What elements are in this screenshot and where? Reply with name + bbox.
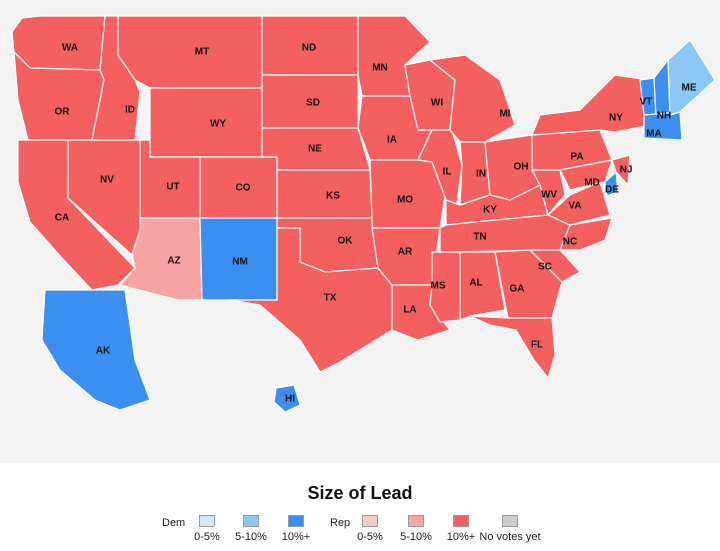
- state-label-vt: VT: [640, 97, 653, 108]
- state-tx[interactable]: [229, 227, 393, 373]
- swatch-label-rep-0-5: 0-5%: [357, 531, 383, 543]
- state-label-il: IL: [443, 167, 452, 178]
- state-label-wv: WV: [541, 190, 557, 201]
- state-ma[interactable]: [643, 111, 683, 141]
- state-label-la: LA: [403, 305, 416, 316]
- state-label-wi: WI: [431, 98, 443, 109]
- swatch-dem-10-plus: [288, 515, 304, 527]
- state-ks[interactable]: [276, 169, 373, 219]
- swatch-rep-10-plus: [453, 515, 469, 527]
- state-ga[interactable]: [494, 249, 563, 319]
- state-label-me: ME: [682, 83, 697, 94]
- state-al[interactable]: [459, 251, 506, 321]
- state-label-oh: OH: [514, 162, 529, 173]
- state-ny[interactable]: [531, 74, 651, 136]
- state-label-tn: TN: [473, 232, 486, 243]
- state-label-nm: NM: [232, 257, 248, 268]
- state-label-wy: WY: [210, 119, 226, 130]
- state-mt[interactable]: [117, 15, 263, 89]
- swatch-label-no-votes: No votes yet: [479, 531, 541, 543]
- state-label-nv: NV: [100, 175, 114, 186]
- state-wy[interactable]: [149, 87, 263, 158]
- state-label-ms: MS: [431, 281, 446, 292]
- state-label-nd: ND: [302, 43, 316, 54]
- us-map: WA OR CA NV ID MT WY UT AZ CO NM ND SD NE KS OK TX MN IA MO…: [11, 15, 716, 413]
- state-label-md: MD: [584, 178, 600, 189]
- state-label-mn: MN: [372, 63, 388, 74]
- state-label-ia: IA: [387, 135, 397, 146]
- state-label-va: VA: [568, 201, 581, 212]
- state-label-ny: NY: [609, 113, 623, 124]
- swatch-rep-0-5: [362, 515, 378, 527]
- state-de[interactable]: [604, 171, 619, 197]
- state-label-co: CO: [236, 183, 251, 194]
- swatch-dem-5-10: [243, 515, 259, 527]
- state-label-tx: TX: [324, 293, 337, 304]
- swatch-no-votes: [502, 515, 518, 527]
- legend-group-rep: Rep: [330, 517, 351, 529]
- state-label-de: DE: [605, 185, 619, 196]
- state-label-sd: SD: [306, 98, 320, 109]
- state-label-in: IN: [476, 169, 486, 180]
- state-fl[interactable]: [469, 315, 556, 379]
- state-label-nc: NC: [563, 237, 577, 248]
- state-label-al: AL: [469, 278, 482, 289]
- state-label-mt: MT: [195, 47, 209, 58]
- state-ak[interactable]: [41, 289, 151, 411]
- state-label-pa: PA: [570, 152, 583, 163]
- state-label-sc: SC: [538, 262, 552, 273]
- state-label-ga: GA: [510, 284, 525, 295]
- swatch-label-dem-5-10: 5-10%: [235, 531, 267, 543]
- state-label-az: AZ: [167, 256, 180, 267]
- state-hi[interactable]: [273, 384, 301, 413]
- map-panel: WA OR CA NV ID MT WY UT AZ CO NM ND SD NE KS OK TX MN IA MO…: [0, 0, 720, 463]
- state-label-ok: OK: [338, 236, 354, 247]
- state-label-ks: KS: [326, 191, 340, 202]
- state-label-ak: AK: [96, 346, 111, 357]
- state-label-mi: MI: [499, 109, 510, 120]
- state-label-ky: KY: [483, 205, 497, 216]
- state-label-id: ID: [125, 105, 135, 116]
- swatch-dem-0-5: [199, 515, 215, 527]
- state-va[interactable]: [547, 181, 611, 226]
- swatch-label-dem-0-5: 0-5%: [194, 531, 220, 543]
- state-label-wa: WA: [62, 43, 78, 54]
- state-label-ca: CA: [55, 213, 69, 224]
- legend-group-dem: Dem: [162, 517, 186, 529]
- state-label-mo: MO: [397, 195, 413, 206]
- legend-title: Size of Lead: [307, 483, 413, 503]
- legend: Size of Lead Dem 0-5% 5-10% 10%+ Rep 0-5…: [0, 463, 720, 551]
- state-label-ne: NE: [308, 144, 322, 155]
- state-label-hi: HI: [285, 394, 295, 405]
- state-label-or: OR: [55, 107, 71, 118]
- swatch-label-rep-5-10: 5-10%: [400, 531, 432, 543]
- swatch-label-dem-10-plus: 10%+: [281, 531, 311, 543]
- state-label-ma: MA: [646, 129, 662, 140]
- state-label-ar: AR: [398, 247, 413, 258]
- state-wa[interactable]: [11, 15, 106, 71]
- state-label-ut: UT: [166, 182, 179, 193]
- state-nj[interactable]: [611, 154, 631, 186]
- state-me[interactable]: [667, 39, 716, 116]
- swatch-label-rep-10-plus: 10%+: [446, 531, 476, 543]
- swatch-rep-5-10: [408, 515, 424, 527]
- state-label-fl: FL: [531, 340, 543, 351]
- state-nh[interactable]: [653, 59, 671, 116]
- state-label-nh: NH: [657, 111, 671, 122]
- state-label-nj: NJ: [620, 165, 633, 176]
- state-sc[interactable]: [529, 249, 581, 283]
- state-nc[interactable]: [559, 217, 613, 251]
